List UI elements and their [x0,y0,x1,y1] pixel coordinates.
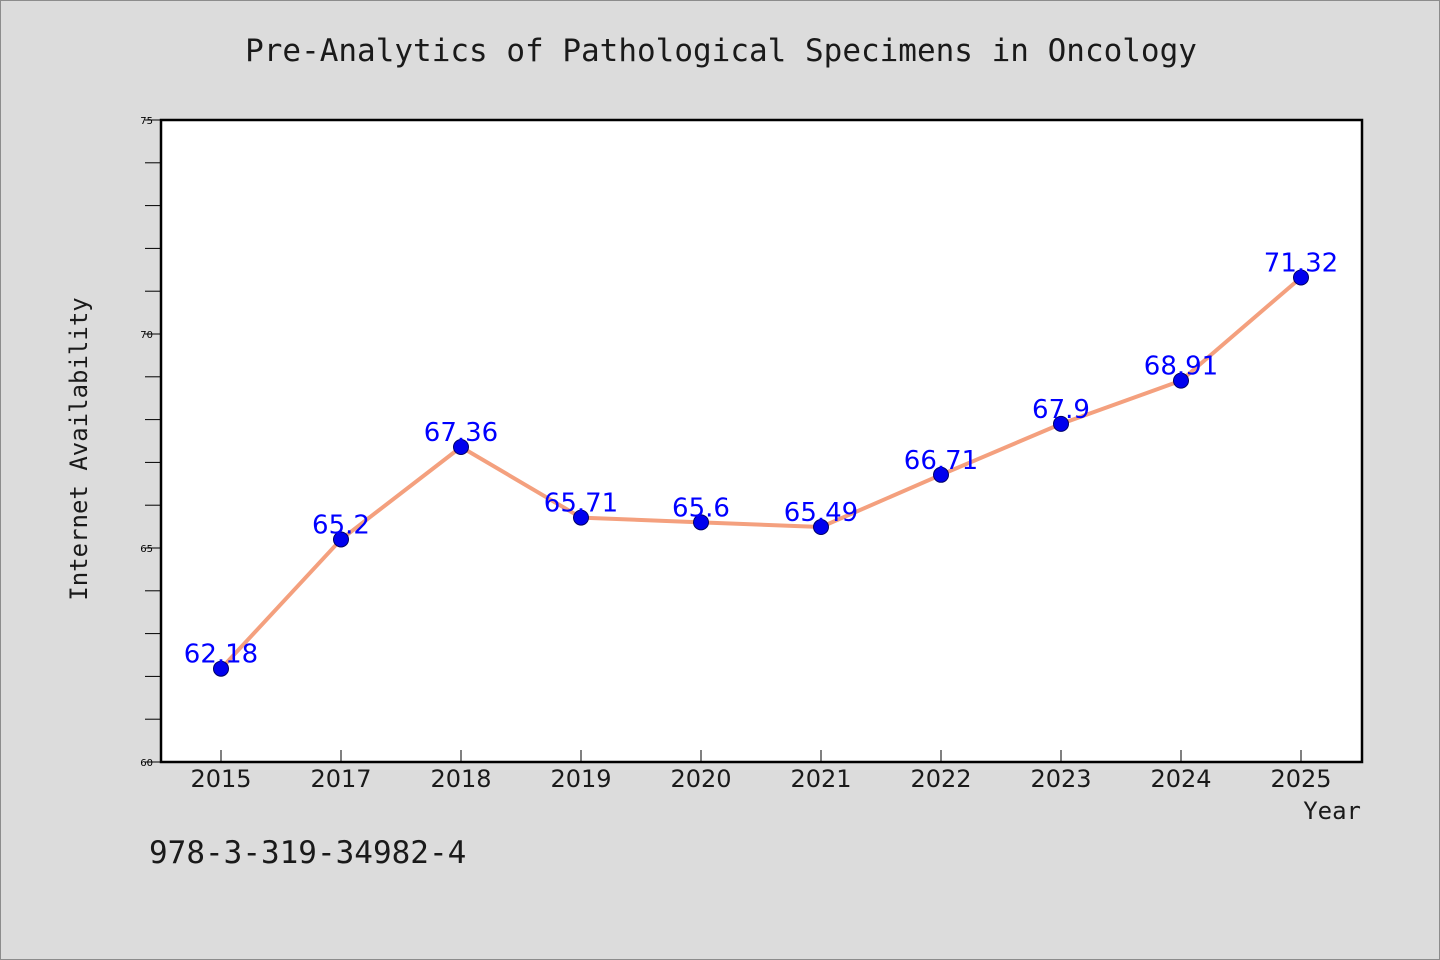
data-label: 67.9 [1032,395,1090,425]
x-axis-label: Year [1303,797,1361,825]
x-tick-label: 2015 [190,765,251,793]
data-point [1053,415,1069,432]
data-point [933,466,949,483]
data-label: 68.91 [1144,352,1218,382]
y-tick-label: 75 [140,116,153,127]
data-point [453,438,469,455]
data-label: 66.71 [904,446,978,476]
y-tick-label: 65 [140,544,153,555]
data-point [813,519,829,536]
chart-title: Pre-Analytics of Pathological Specimens … [245,33,1197,69]
x-tick-label: 2021 [790,765,851,793]
x-tick-label: 2020 [670,765,731,793]
x-tick-label: 2023 [1030,765,1091,793]
x-tick-label: 2018 [430,765,491,793]
plot-area [159,118,1364,764]
data-label: 67.36 [424,418,498,448]
data-point [1173,372,1189,389]
series-line [219,275,1303,671]
x-tick-label: 2024 [1150,765,1211,793]
y-tick-label: 70 [140,330,153,341]
data-label: 65.2 [312,510,370,540]
data-point [1293,269,1309,286]
x-tick-label: 2017 [310,765,371,793]
x-tick-label: 2022 [910,765,971,793]
data-label: 65.49 [784,498,858,528]
data-label: 65.71 [544,489,618,519]
data-point [213,660,229,677]
x-tick-label: 2025 [1270,765,1331,793]
data-label: 62.18 [184,640,258,670]
x-tick-label: 2019 [550,765,611,793]
y-axis-label: Internet Availability [65,297,93,601]
data-label: 65.6 [672,493,730,523]
y-tick-label: 60 [140,758,153,769]
data-point [693,514,709,531]
data-point [573,509,589,526]
data-point [333,531,349,548]
footer-code: 978-3-319-34982-4 [149,835,467,871]
data-label: 71.32 [1264,249,1338,279]
